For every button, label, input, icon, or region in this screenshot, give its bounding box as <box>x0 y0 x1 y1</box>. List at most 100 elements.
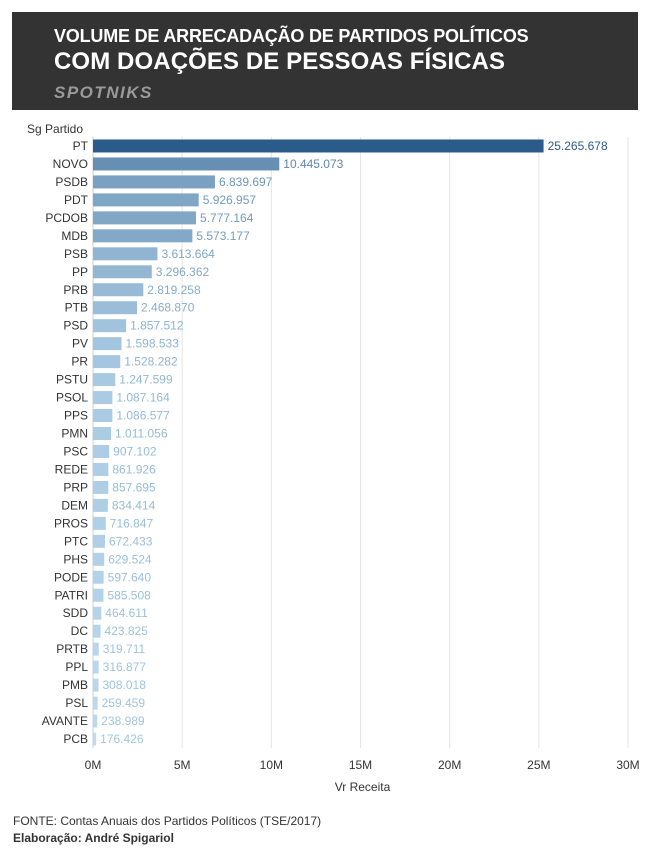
bar <box>93 247 158 261</box>
category-label: PMB <box>62 678 88 692</box>
value-label: 861.926 <box>112 462 156 476</box>
category-label: PATRI <box>54 588 88 602</box>
category-label: MDB <box>61 229 88 243</box>
bar <box>93 570 104 584</box>
bar <box>93 211 197 225</box>
category-label: PSC <box>63 444 88 458</box>
category-label: PRP <box>63 480 88 494</box>
bar <box>93 534 105 548</box>
value-label: 259.459 <box>102 696 146 710</box>
x-axis-title: Vr Receita <box>335 780 391 794</box>
bar <box>93 229 193 243</box>
category-label: PPS <box>64 409 88 423</box>
category-label: NOVO <box>53 157 88 171</box>
bar-chart: PT 25.265.678 NOVO 10.445.073 PSDB 6.839.697 P… <box>42 137 640 794</box>
bar <box>93 373 116 387</box>
category-label: PSB <box>64 247 88 261</box>
x-tick-label: 5M <box>174 758 191 772</box>
value-label: 423.825 <box>105 624 149 638</box>
bar <box>93 732 97 746</box>
value-label: 10.445.073 <box>283 157 343 171</box>
category-label: DEM <box>61 498 88 512</box>
category-label: PCB <box>63 732 88 746</box>
category-label: AVANTE <box>42 714 88 728</box>
category-label: DC <box>71 624 89 638</box>
bar <box>93 427 112 441</box>
category-label: PP <box>72 265 88 279</box>
bar <box>93 265 152 279</box>
category-label: PR <box>71 355 88 369</box>
category-label: PHS <box>63 552 88 566</box>
value-label: 3.296.362 <box>156 265 210 279</box>
chart-title-line2: COM DOAÇÕES DE PESSOAS FÍSICAS <box>54 48 506 75</box>
value-label: 857.695 <box>112 480 156 494</box>
value-label: 1.011.056 <box>115 427 168 441</box>
category-label: PROS <box>54 516 88 530</box>
bar <box>93 444 110 458</box>
value-label: 907.102 <box>113 444 157 458</box>
value-label: 629.524 <box>108 552 152 566</box>
y-axis-title: Sg Partido <box>27 122 84 136</box>
bar <box>93 642 99 656</box>
bar <box>93 498 108 512</box>
bar <box>93 175 215 189</box>
value-label: 1.086.577 <box>116 409 170 423</box>
category-label: PRB <box>63 283 88 297</box>
credit-note: Elaboração: André Spigariol <box>13 831 174 845</box>
bar <box>93 462 109 476</box>
category-label: PSD <box>63 319 88 333</box>
bar <box>93 301 138 315</box>
category-label: PODE <box>54 570 88 584</box>
value-label: 238.989 <box>101 714 145 728</box>
category-label: PV <box>72 337 88 351</box>
x-tick-label: 10M <box>260 758 283 772</box>
brand-logo: SPOTNIKS <box>54 83 153 102</box>
bar <box>93 409 113 423</box>
value-label: 716.847 <box>110 516 154 530</box>
value-label: 464.611 <box>105 606 148 620</box>
bar <box>93 660 99 674</box>
value-label: 1.857.512 <box>130 319 184 333</box>
value-label: 2.468.870 <box>141 301 195 315</box>
x-tick-label: 15M <box>349 758 372 772</box>
chart-header: VOLUME DE ARRECADAÇÃO DE PARTIDOS POLÍTI… <box>12 12 638 110</box>
category-label: SDD <box>63 606 89 620</box>
category-label: PSTU <box>56 373 88 387</box>
bar <box>93 391 113 405</box>
value-label: 316.877 <box>103 660 147 674</box>
value-label: 3.613.664 <box>161 247 215 261</box>
x-tick-label: 0M <box>85 758 102 772</box>
bar <box>93 624 101 638</box>
category-label: PT <box>73 139 89 153</box>
value-label: 6.839.697 <box>219 175 273 189</box>
value-label: 5.777.164 <box>200 211 254 225</box>
value-label: 1.598.533 <box>126 337 180 351</box>
category-label: PDT <box>64 193 89 207</box>
category-label: PSOL <box>56 391 88 405</box>
source-note: FONTE: Contas Anuais dos Partidos Políti… <box>13 814 322 828</box>
value-label: 1.247.599 <box>119 373 173 387</box>
value-label: 25.265.678 <box>548 139 608 153</box>
value-label: 2.819.258 <box>147 283 201 297</box>
category-label: PTB <box>65 301 88 315</box>
category-label: REDE <box>55 462 88 476</box>
value-label: 319.711 <box>103 642 146 656</box>
bar <box>93 696 98 710</box>
bar <box>93 157 280 171</box>
category-label: PMN <box>61 427 88 441</box>
bar <box>93 319 127 333</box>
value-label: 834.414 <box>112 498 156 512</box>
value-label: 585.508 <box>107 588 151 602</box>
category-label: PPL <box>65 660 88 674</box>
value-label: 5.926.957 <box>203 193 257 207</box>
bar <box>93 588 104 602</box>
value-label: 308.018 <box>102 678 146 692</box>
bar <box>93 480 109 494</box>
category-label: PSDB <box>55 175 88 189</box>
x-tick-label: 25M <box>527 758 550 772</box>
bar <box>93 678 99 692</box>
bar <box>93 283 144 297</box>
bar <box>93 552 105 566</box>
bar <box>93 193 199 207</box>
chart-title-line1: VOLUME DE ARRECADAÇÃO DE PARTIDOS POLÍTI… <box>54 26 529 46</box>
